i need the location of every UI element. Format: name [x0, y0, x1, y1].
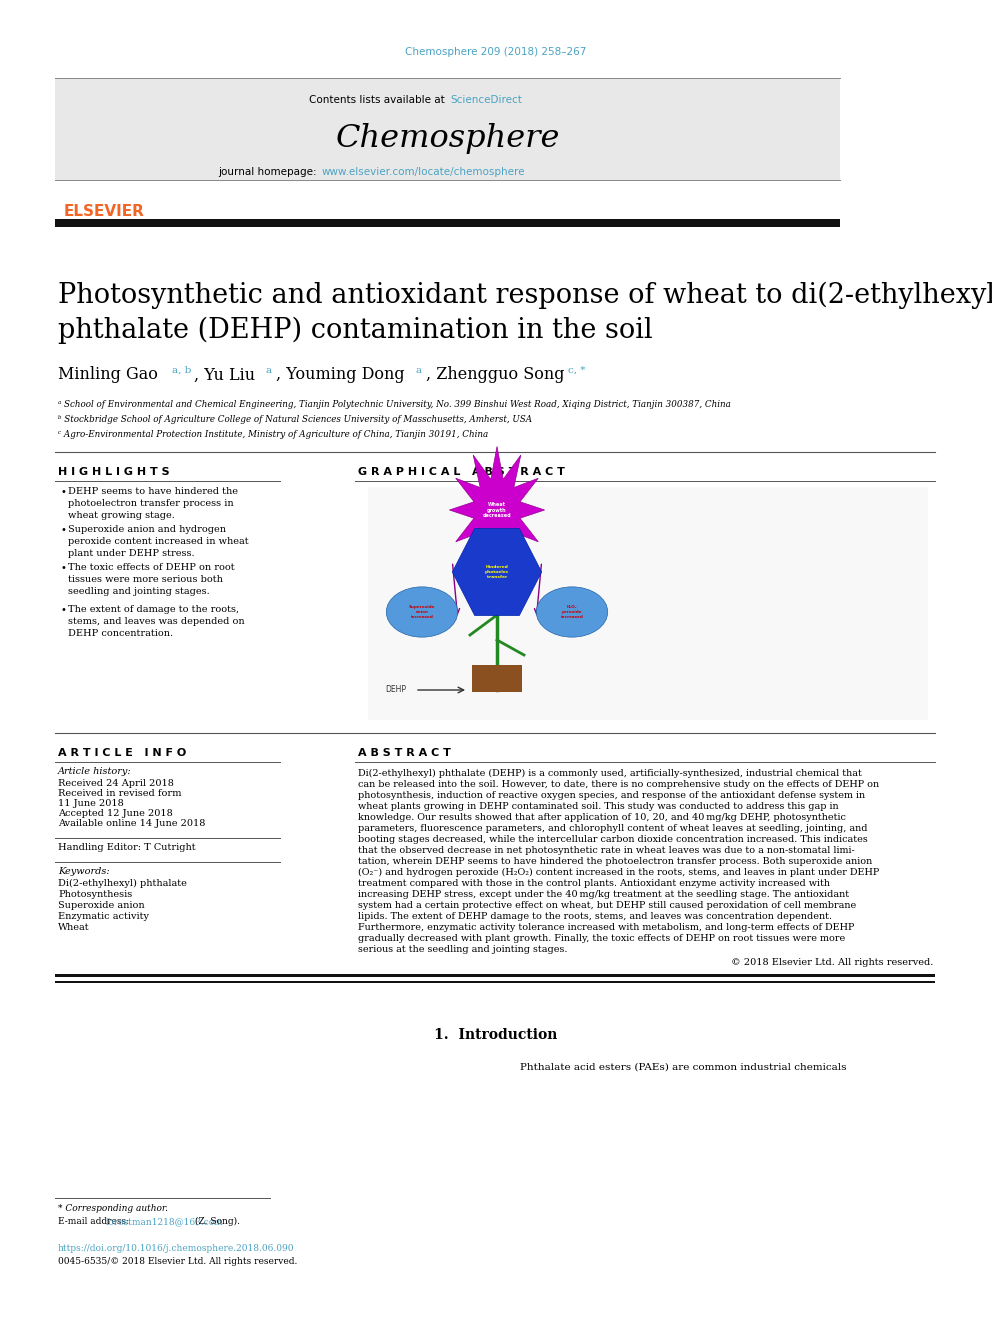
- Text: •: •: [60, 525, 65, 534]
- Text: Furthermore, enzymatic activity tolerance increased with metabolism, and long-te: Furthermore, enzymatic activity toleranc…: [358, 923, 854, 931]
- Text: Keywords:: Keywords:: [58, 867, 110, 876]
- Ellipse shape: [537, 587, 608, 638]
- Text: H I G H L I G H T S: H I G H L I G H T S: [58, 467, 170, 478]
- Text: Article history:: Article history:: [58, 767, 132, 777]
- Bar: [55, 220, 840, 222]
- Text: 1.  Introduction: 1. Introduction: [434, 1028, 558, 1043]
- Text: Minling Gao: Minling Gao: [58, 366, 158, 384]
- Bar: [55, 222, 840, 225]
- Text: Enzymatic activity: Enzymatic activity: [58, 912, 149, 921]
- Text: Handling Editor: T Cutright: Handling Editor: T Cutright: [58, 843, 195, 852]
- Text: system had a certain protective effect on wheat, but DEHP still caused peroxidat: system had a certain protective effect o…: [358, 901, 856, 910]
- Text: , Youming Dong: , Youming Dong: [276, 366, 405, 384]
- Text: 11 June 2018: 11 June 2018: [58, 799, 124, 808]
- Text: * Corresponding author.: * Corresponding author.: [58, 1204, 168, 1213]
- Text: ScienceDirect: ScienceDirect: [450, 95, 522, 105]
- Bar: [55, 974, 935, 976]
- Text: booting stages decreased, while the intercellular carbon dioxide concentration i: booting stages decreased, while the inte…: [358, 835, 868, 844]
- Text: tation, wherein DEHP seems to have hindered the photoelectron transfer process. : tation, wherein DEHP seems to have hinde…: [358, 857, 872, 867]
- Text: Wheat
growth
decreased: Wheat growth decreased: [483, 501, 511, 519]
- Text: DEHP: DEHP: [385, 685, 406, 695]
- Text: a: a: [266, 365, 272, 374]
- Text: treatment compared with those in the control plants. Antioxidant enzyme activity: treatment compared with those in the con…: [358, 878, 830, 888]
- Text: The extent of damage to the roots,
stems, and leaves was depended on
DEHP concen: The extent of damage to the roots, stems…: [68, 605, 245, 638]
- Text: ᵇ Stockbridge School of Agriculture College of Natural Sciences University of Ma: ᵇ Stockbridge School of Agriculture Coll…: [58, 415, 532, 423]
- Text: G R A P H I C A L   A B S T R A C T: G R A P H I C A L A B S T R A C T: [358, 467, 564, 478]
- Text: a: a: [416, 365, 423, 374]
- Text: Photosynthesis: Photosynthesis: [58, 890, 132, 900]
- Text: , Yu Liu: , Yu Liu: [194, 366, 255, 384]
- Ellipse shape: [386, 587, 457, 638]
- Text: photosynthesis, induction of reactive oxygen species, and response of the antiox: photosynthesis, induction of reactive ox…: [358, 791, 865, 800]
- Text: (O₂⁻) and hydrogen peroxide (H₂O₂) content increased in the roots, stems, and le: (O₂⁻) and hydrogen peroxide (H₂O₂) conte…: [358, 868, 879, 877]
- Text: •: •: [60, 605, 65, 615]
- Text: Received 24 April 2018: Received 24 April 2018: [58, 779, 174, 789]
- Text: ELSEVIER: ELSEVIER: [63, 205, 145, 220]
- Text: www.elsevier.com/locate/chemosphere: www.elsevier.com/locate/chemosphere: [322, 167, 526, 177]
- Bar: [55, 980, 935, 983]
- Text: , Zhengguo Song: , Zhengguo Song: [426, 366, 564, 384]
- Text: © 2018 Elsevier Ltd. All rights reserved.: © 2018 Elsevier Ltd. All rights reserved…: [731, 958, 933, 967]
- Text: Superoxide anion and hydrogen
peroxide content increased in wheat
plant under DE: Superoxide anion and hydrogen peroxide c…: [68, 525, 249, 557]
- Bar: [472, 665, 522, 692]
- Bar: [55, 78, 840, 180]
- Text: H₂O₂
peroxide
increased: H₂O₂ peroxide increased: [560, 606, 583, 619]
- Text: •: •: [60, 564, 65, 573]
- Text: A R T I C L E   I N F O: A R T I C L E I N F O: [58, 747, 186, 758]
- Text: Contents lists available at: Contents lists available at: [309, 95, 448, 105]
- Text: wheat plants growing in DEHP contaminated soil. This study was conducted to addr: wheat plants growing in DEHP contaminate…: [358, 802, 838, 811]
- Text: Available online 14 June 2018: Available online 14 June 2018: [58, 819, 205, 828]
- Text: Di(2-ethylhexyl) phthalate (DEHP) is a commonly used, artificially-synthesized, : Di(2-ethylhexyl) phthalate (DEHP) is a c…: [358, 769, 862, 778]
- Text: E-mail address:: E-mail address:: [58, 1217, 132, 1226]
- Text: c, *: c, *: [568, 365, 585, 374]
- Text: https://doi.org/10.1016/j.chemosphere.2018.06.090: https://doi.org/10.1016/j.chemosphere.20…: [58, 1244, 295, 1253]
- Text: Superoxide
anion
increased: Superoxide anion increased: [409, 606, 435, 619]
- Text: Accepted 12 June 2018: Accepted 12 June 2018: [58, 808, 173, 818]
- Text: parameters, fluorescence parameters, and chlorophyll content of wheat leaves at : parameters, fluorescence parameters, and…: [358, 824, 867, 833]
- Text: Phthalate acid esters (PAEs) are common industrial chemicals: Phthalate acid esters (PAEs) are common …: [520, 1062, 846, 1072]
- Polygon shape: [452, 528, 542, 615]
- Text: The toxic effects of DEHP on root
tissues were more serious both
seedling and jo: The toxic effects of DEHP on root tissue…: [68, 564, 235, 595]
- Text: gradually decreased with plant growth. Finally, the toxic effects of DEHP on roo: gradually decreased with plant growth. F…: [358, 934, 845, 943]
- Text: Wheat: Wheat: [58, 923, 89, 931]
- Text: Chemosphere: Chemosphere: [335, 123, 560, 153]
- Text: Chemosphere 209 (2018) 258–267: Chemosphere 209 (2018) 258–267: [406, 48, 586, 57]
- Text: forestman1218@163.com: forestman1218@163.com: [106, 1217, 224, 1226]
- Text: Di(2-ethylhexyl) phthalate: Di(2-ethylhexyl) phthalate: [58, 878, 186, 888]
- Text: that the observed decrease in net photosynthetic rate in wheat leaves was due to: that the observed decrease in net photos…: [358, 845, 855, 855]
- Text: a, b: a, b: [172, 365, 191, 374]
- Text: 0045-6535/© 2018 Elsevier Ltd. All rights reserved.: 0045-6535/© 2018 Elsevier Ltd. All right…: [58, 1257, 298, 1266]
- Text: (Z. Song).: (Z. Song).: [192, 1217, 240, 1226]
- Text: can be released into the soil. However, to date, there is no comprehensive study: can be released into the soil. However, …: [358, 781, 879, 789]
- Bar: [55, 225, 840, 228]
- Text: serious at the seedling and jointing stages.: serious at the seedling and jointing sta…: [358, 945, 567, 954]
- Text: Received in revised form: Received in revised form: [58, 789, 182, 798]
- Polygon shape: [449, 446, 545, 573]
- Text: lipids. The extent of DEHP damage to the roots, stems, and leaves was concentrat: lipids. The extent of DEHP damage to the…: [358, 912, 832, 921]
- Text: DEHP seems to have hindered the
photoelectron transfer process in
wheat growing : DEHP seems to have hindered the photoele…: [68, 487, 238, 520]
- Text: ᵃ School of Environmental and Chemical Engineering, Tianjin Polytechnic Universi: ᵃ School of Environmental and Chemical E…: [58, 400, 731, 409]
- Text: Photosynthetic and antioxidant response of wheat to di(2-ethylhexyl)
phthalate (: Photosynthetic and antioxidant response …: [58, 282, 992, 344]
- Text: Hindered
photoelec
transfer: Hindered photoelec transfer: [485, 565, 509, 578]
- Bar: [368, 487, 928, 720]
- Text: Superoxide anion: Superoxide anion: [58, 901, 145, 910]
- Text: journal homepage:: journal homepage:: [218, 167, 320, 177]
- Text: A B S T R A C T: A B S T R A C T: [358, 747, 451, 758]
- Text: increasing DEHP stress, except under the 40 mg/kg treatment at the seedling stag: increasing DEHP stress, except under the…: [358, 890, 849, 900]
- Text: ᶜ Agro-Environmental Protection Institute, Ministry of Agriculture of China, Tia: ᶜ Agro-Environmental Protection Institut…: [58, 430, 488, 439]
- Text: •: •: [60, 487, 65, 497]
- Text: knowledge. Our results showed that after application of 10, 20, and 40 mg/kg DEH: knowledge. Our results showed that after…: [358, 814, 846, 822]
